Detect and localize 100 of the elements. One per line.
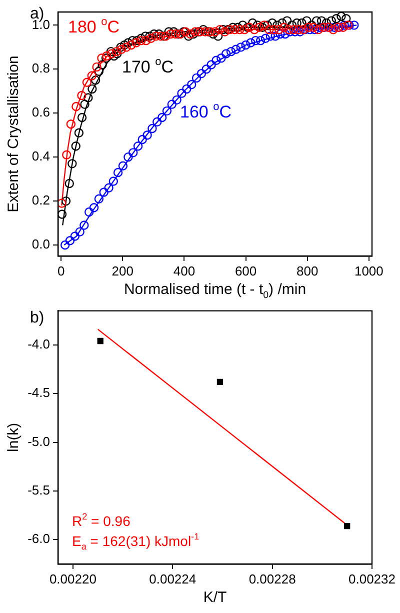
x-tick-label: 0.00228 — [248, 571, 296, 586]
point — [172, 95, 182, 105]
point — [230, 24, 240, 34]
point — [216, 54, 226, 63]
point — [186, 29, 195, 39]
point — [157, 112, 167, 122]
point — [142, 130, 152, 140]
point — [97, 54, 106, 63]
x-tick-label: 0.00232 — [348, 571, 396, 586]
point — [231, 44, 241, 54]
point — [112, 46, 122, 56]
point — [151, 32, 160, 41]
point — [82, 78, 92, 87]
point — [97, 338, 104, 344]
x-tick-label: 0 — [57, 263, 65, 278]
y-tick-label: 0.0 — [32, 236, 50, 252]
point — [196, 68, 206, 78]
point — [162, 106, 172, 116]
point — [108, 176, 118, 186]
point — [202, 64, 211, 74]
point — [152, 117, 162, 127]
y-tick-label: -5.5 — [28, 482, 50, 498]
point — [128, 148, 138, 158]
point — [212, 56, 221, 65]
point — [256, 36, 266, 46]
point — [294, 24, 304, 34]
point — [77, 90, 86, 100]
point — [58, 198, 66, 208]
point — [89, 203, 99, 212]
point — [106, 49, 116, 58]
point — [99, 188, 108, 197]
point — [246, 38, 256, 48]
y-tick-label: -4.0 — [28, 336, 50, 352]
x-tick-label: 800 — [296, 263, 318, 278]
point — [104, 183, 114, 192]
point — [286, 27, 295, 36]
point — [62, 150, 72, 160]
point — [190, 27, 200, 36]
point — [141, 36, 151, 46]
point — [122, 42, 131, 52]
point — [221, 49, 231, 58]
point — [192, 73, 202, 83]
point — [80, 220, 89, 230]
point — [75, 227, 84, 236]
point — [167, 100, 176, 109]
point — [72, 102, 81, 112]
point — [330, 22, 340, 32]
x-tick-label: 200 — [112, 263, 134, 278]
point — [94, 194, 104, 204]
point — [70, 232, 80, 241]
point — [84, 207, 94, 217]
point — [328, 24, 338, 34]
x-tick-label: 0.00224 — [149, 571, 196, 586]
point — [136, 36, 146, 46]
point — [289, 24, 298, 34]
point — [124, 152, 133, 162]
point — [170, 29, 180, 39]
point — [200, 27, 210, 36]
point — [182, 84, 192, 94]
point — [236, 42, 246, 52]
chart-title: b) — [30, 309, 44, 326]
point — [344, 522, 350, 530]
point — [226, 46, 236, 56]
point — [113, 168, 123, 178]
point — [87, 71, 96, 80]
point — [118, 161, 128, 170]
point — [66, 120, 76, 129]
point — [295, 27, 305, 36]
point — [350, 20, 359, 30]
point — [290, 27, 300, 36]
point — [251, 36, 260, 46]
point — [284, 24, 294, 34]
x-tick-label: 400 — [173, 263, 196, 278]
x-tick-label: 0.00220 — [49, 571, 96, 586]
y-axis-title: Extent of Crystallisation — [5, 56, 22, 212]
point — [216, 378, 224, 385]
point — [220, 27, 230, 36]
point — [177, 88, 186, 98]
point — [206, 60, 216, 70]
point — [187, 80, 196, 90]
point — [274, 24, 284, 34]
point — [279, 22, 289, 32]
point — [305, 24, 314, 34]
point — [235, 24, 244, 34]
point — [264, 24, 274, 34]
point — [210, 27, 220, 36]
point — [132, 38, 141, 48]
point — [304, 22, 314, 32]
point — [215, 24, 225, 34]
point — [241, 40, 250, 50]
point — [133, 141, 143, 151]
point — [166, 29, 176, 39]
y-tick-label: 0.2 — [32, 192, 50, 208]
point — [60, 240, 70, 250]
point — [250, 24, 260, 34]
point — [240, 24, 250, 34]
point — [138, 134, 147, 144]
point — [102, 51, 112, 61]
point — [65, 236, 75, 246]
point — [92, 62, 102, 72]
